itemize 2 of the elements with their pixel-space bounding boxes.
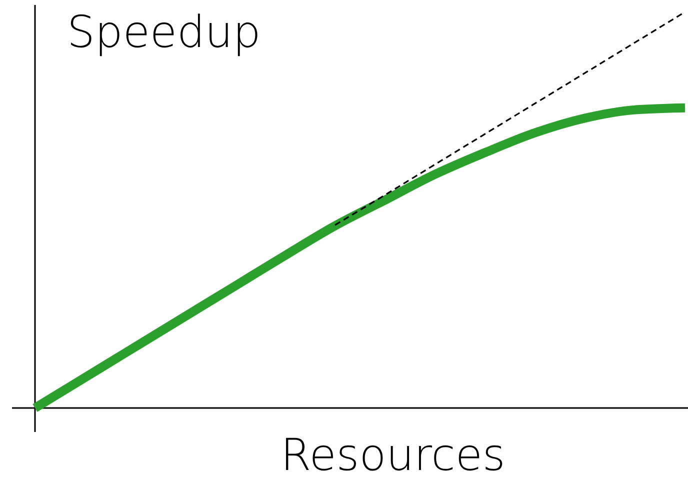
x-axis-title: Resources bbox=[280, 430, 506, 478]
chart-title: Speedup bbox=[67, 7, 261, 58]
